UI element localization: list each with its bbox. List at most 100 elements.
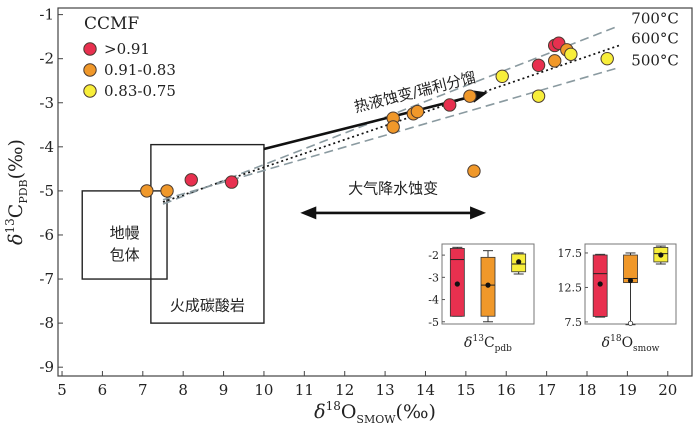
igneous-carbonatite-box <box>150 143 265 324</box>
y-tick-label: -5 <box>39 182 54 200</box>
mantle-xenolith-box <box>81 190 168 280</box>
meteoric-arrow-head-left <box>300 206 317 220</box>
y-tick-label: -1 <box>39 6 54 24</box>
legend-marker-1 <box>83 42 97 56</box>
inset-c13-tick-label: -4 <box>428 294 439 307</box>
point-series-1 <box>224 175 239 189</box>
inset-o18-xlabel-part-4: smow <box>633 344 660 354</box>
x-tick-label: 7 <box>138 381 148 399</box>
legend: CCMF >0.91 0.91-0.83 0.83-0.75 <box>83 14 176 100</box>
inset-o18-mean <box>658 252 664 258</box>
trend-line-3 <box>162 66 620 201</box>
legend-marker-2 <box>83 63 97 77</box>
trend-label-1: 700°C <box>631 10 679 28</box>
inset-o18-outlier <box>627 320 634 326</box>
x-tick-label: 20 <box>658 381 677 399</box>
inset-o18-tick-label: 17.5 <box>558 247 583 260</box>
inset-c13-xlabel: δ13Cpdb <box>464 334 512 354</box>
point-series-3 <box>600 51 614 66</box>
inset-o18-tick-label: 7.5 <box>565 316 583 329</box>
trend-label-3: 500°C <box>631 51 679 69</box>
inset-o18-mean <box>597 281 603 287</box>
inset-o18-xlabel-part-3: O <box>622 335 633 351</box>
inset-o18-xlabel-part-1: δ <box>602 335 610 351</box>
mantle-box-label-line2: 包体 <box>110 246 140 264</box>
y-tick-label: -7 <box>39 270 54 288</box>
y-tick-label: -3 <box>39 94 54 112</box>
x-tick-label: 15 <box>456 381 475 399</box>
inset-c13-mean <box>516 259 522 265</box>
x-tick-label: 14 <box>416 381 435 399</box>
legend-title: CCMF <box>84 14 139 34</box>
x-title-delta: δ <box>314 401 325 423</box>
point-series-1 <box>184 173 198 187</box>
inset-c13-xlabel-part-2: 13 <box>472 334 484 344</box>
legend-label-1: >0.91 <box>104 40 150 58</box>
y-title-sub: PDB <box>17 179 30 203</box>
point-series-1 <box>531 58 546 72</box>
process-arrows: 热液蚀变/瑞利分馏 大气降水蚀变 <box>263 68 488 220</box>
inset-o18-mean <box>627 277 634 284</box>
point-series-1 <box>443 98 457 112</box>
y-tick-label: -2 <box>39 50 54 68</box>
y-axis-title: δ13CPDB(‰) <box>3 139 30 245</box>
plot-frame <box>57 7 693 377</box>
x-axis-title: δ18OSMOW(‰) <box>314 399 436 426</box>
igneous-box-label: 火成碳酸岩 <box>170 296 245 314</box>
y-tick-label: -9 <box>39 358 54 376</box>
tick-layer: 5 6 7 8 9 10 11 12 13 14 15 16 17 18 19 20 -1 -2 -3 -4 -5 -6 -… <box>39 6 677 399</box>
y-title-unit: (‰) <box>5 139 27 179</box>
y-title-main: C <box>5 204 27 219</box>
point-series-3 <box>564 47 578 61</box>
x-tick-label: 6 <box>98 381 108 399</box>
y-tick-label: -6 <box>39 226 54 244</box>
legend-marker-3 <box>83 84 97 98</box>
x-tick-label: 9 <box>219 381 229 399</box>
x-tick-label: 18 <box>577 381 596 399</box>
point-series-2 <box>160 184 174 198</box>
inset-o18-xlabel: δ18Osmow <box>602 334 660 354</box>
x-tick-label: 12 <box>335 381 354 399</box>
data-points <box>140 36 614 198</box>
point-series-3 <box>531 89 546 103</box>
axis-labels: δ18OSMOW(‰) δ13CPDB(‰) <box>3 139 436 426</box>
x-title-main: O <box>341 401 357 423</box>
point-series-2 <box>386 120 400 134</box>
point-series-2 <box>548 54 562 68</box>
legend-label-2: 0.91-0.83 <box>104 61 176 79</box>
y-tick-label: -4 <box>39 138 54 156</box>
x-tick-label: 16 <box>497 381 516 399</box>
meteoric-annotation: 大气降水蚀变 <box>348 180 438 198</box>
point-series-2 <box>140 184 154 198</box>
meteoric-arrow-head-right <box>470 206 487 220</box>
y-tick-label: -8 <box>39 314 54 332</box>
y-title-sup: 13 <box>3 218 17 233</box>
point-series-2 <box>463 89 477 103</box>
mantle-box-label-line1: 地幔 <box>110 224 140 242</box>
inset-c13-xlabel-part-1: δ <box>464 335 472 351</box>
inset-c13-xlabel-part-4: pdb <box>495 344 513 354</box>
point-series-3 <box>495 69 509 84</box>
inset-o18-xlabel-part-2: 18 <box>610 334 622 344</box>
x-tick-label: 11 <box>295 381 314 399</box>
x-tick-label: 8 <box>178 381 188 399</box>
x-tick-label: 17 <box>537 381 556 399</box>
inset-c13-xlabel-part-3: C <box>484 335 495 351</box>
x-title-unit: (‰) <box>396 401 436 423</box>
x-title-sub: SMOW <box>356 413 396 426</box>
y-title-delta: δ <box>5 234 27 245</box>
inset-c13-mean <box>485 282 491 288</box>
inset-c13-mean <box>454 281 460 287</box>
legend-label-3: 0.83-0.75 <box>104 82 176 100</box>
point-series-2 <box>410 104 425 119</box>
inset-c13-tick-label: -5 <box>428 316 439 329</box>
inset-c13-tick-label: -2 <box>428 249 439 262</box>
x-tick-label: 5 <box>57 381 67 399</box>
point-series-2 <box>467 164 481 178</box>
inset-c13: -2 -3 -4 -5 δ13Cpdb <box>428 243 535 354</box>
x-tick-label: 13 <box>376 381 395 399</box>
reference-boxes: 地幔 包体 火成碳酸岩 <box>81 143 265 324</box>
inset-o18: 7.5 12.5 17.5 δ18Osmow <box>558 243 677 354</box>
